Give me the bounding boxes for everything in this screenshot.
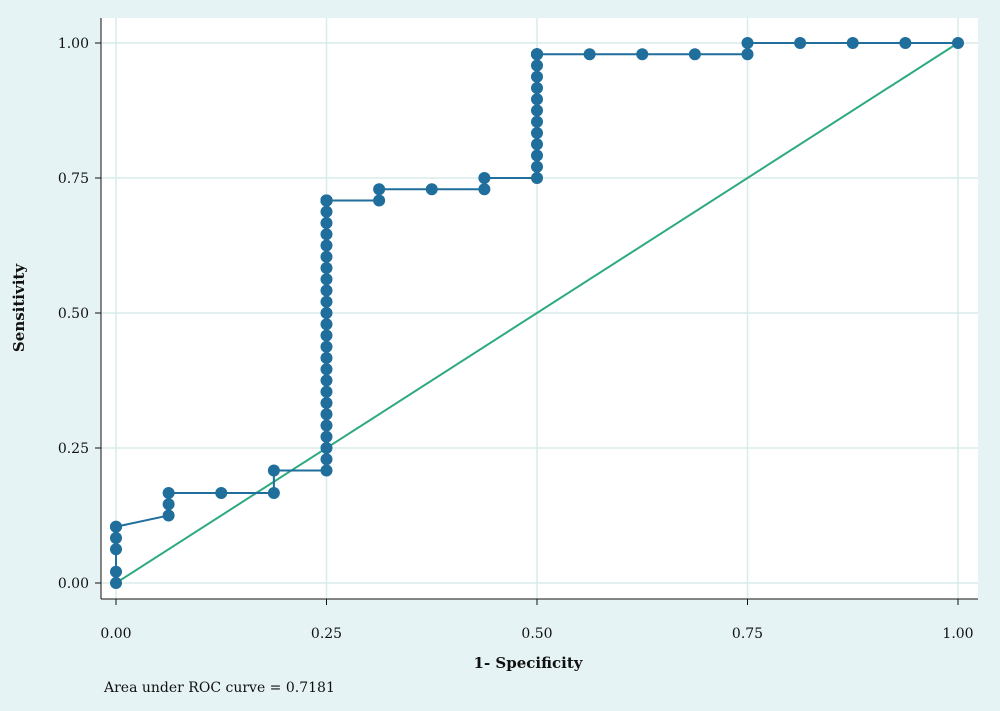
roc-point (320, 250, 333, 263)
axes (100, 18, 978, 600)
roc-point (373, 183, 386, 196)
roc-point (320, 273, 333, 286)
roc-point (531, 81, 543, 94)
roc-point (531, 48, 543, 61)
roc-point (531, 149, 543, 162)
roc-point (425, 183, 438, 196)
roc-point (320, 430, 333, 443)
roc-point (320, 385, 333, 398)
roc-point (531, 127, 543, 140)
roc-point (531, 172, 543, 184)
roc-point (846, 37, 859, 49)
roc-point (688, 48, 701, 61)
roc-point (320, 408, 333, 421)
roc-point (320, 307, 333, 319)
roc-point (636, 48, 649, 61)
roc-point (320, 295, 333, 308)
roc-point (320, 205, 333, 218)
roc-point (952, 37, 964, 49)
roc-point (320, 340, 333, 353)
roc-point (162, 486, 175, 499)
roc-point (215, 486, 228, 499)
roc-point (320, 363, 333, 376)
y-tick-label: 0.50 (58, 306, 89, 322)
y-ticks: 0.00 0.25 0.50 0.75 1.00 (58, 36, 101, 592)
roc-point (320, 228, 333, 241)
x-axis-title: 1- Specificity (474, 654, 584, 672)
roc-point (320, 262, 333, 275)
roc-point (531, 70, 543, 83)
roc-point (794, 37, 807, 49)
roc-point (162, 509, 175, 522)
roc-point (110, 532, 122, 545)
y-tick-label: 0.00 (58, 576, 89, 592)
y-tick-label: 1.00 (58, 36, 89, 52)
roc-point (531, 104, 543, 117)
x-tick-label: 0.50 (521, 626, 552, 642)
roc-point (320, 419, 333, 432)
roc-point (320, 239, 333, 252)
roc-point (899, 37, 912, 49)
x-tick-label: 0.75 (732, 626, 763, 642)
roc-point (531, 160, 543, 173)
roc-point (741, 37, 754, 49)
roc-point (320, 284, 333, 297)
roc-point (478, 172, 491, 184)
roc-point (110, 577, 122, 589)
roc-point (320, 453, 333, 466)
roc-point (531, 138, 543, 151)
roc-point (110, 520, 122, 533)
y-axis-title: Sensitivity (10, 263, 28, 352)
gridlines (101, 18, 978, 599)
x-tick-label: 1.00 (942, 626, 973, 642)
roc-points (110, 37, 964, 589)
roc-point (373, 194, 386, 207)
roc-point (110, 543, 122, 556)
roc-point (320, 329, 333, 342)
roc-point (267, 486, 280, 499)
roc-point (320, 318, 333, 331)
roc-point (267, 464, 280, 477)
roc-point (320, 374, 333, 387)
roc-point (320, 351, 333, 364)
roc-point (531, 59, 543, 72)
roc-point (320, 194, 333, 207)
roc-point (320, 397, 333, 410)
roc-point (162, 498, 175, 511)
roc-point (110, 565, 122, 578)
x-tick-label: 0.25 (311, 626, 342, 642)
roc-point (531, 115, 543, 128)
roc-point (741, 48, 754, 61)
roc-point (478, 183, 491, 196)
y-tick-label: 0.25 (58, 441, 89, 457)
roc-point (320, 442, 333, 454)
roc-point (531, 93, 543, 106)
roc-point (583, 48, 596, 61)
y-tick-label: 0.75 (58, 171, 89, 187)
roc-point (320, 464, 333, 477)
auc-annotation: Area under ROC curve = 0.7181 (103, 680, 335, 696)
roc-point (320, 216, 333, 229)
x-tick-label: 0.00 (100, 626, 131, 642)
x-ticks: 0.00 0.25 0.50 0.75 1.00 (100, 599, 974, 642)
